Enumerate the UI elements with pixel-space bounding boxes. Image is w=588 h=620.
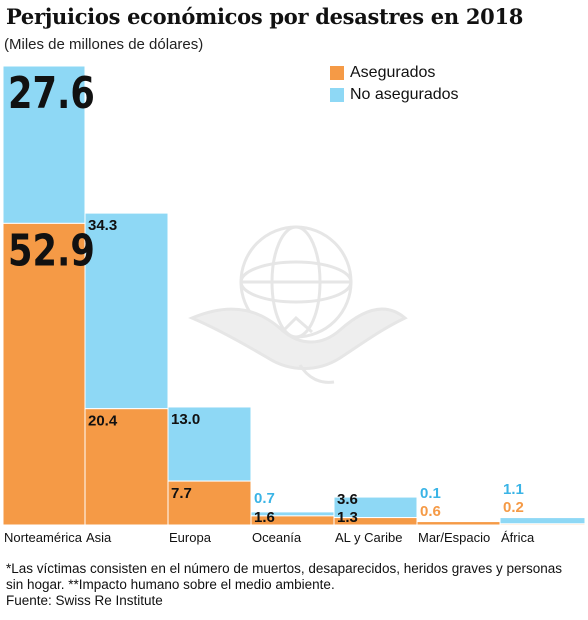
bar-insured [167, 480, 252, 526]
chart-title: Perjuicios económicos por desastres en 2… [6, 4, 524, 29]
value-label-insured: 20.4 [88, 413, 118, 430]
bar-uninsured [84, 212, 169, 410]
category-label: AL y Caribe [335, 530, 402, 545]
legend-item-insured: Asegurados [330, 62, 459, 84]
category-label: Asia [86, 530, 112, 545]
category-label: Europa [169, 530, 212, 545]
value-labels-layer: 27.652.934.320.4 13.07.7 0.71.63.61.30.10.… [8, 68, 524, 526]
legend-label-insured: Asegurados [350, 64, 436, 81]
bar-insured [416, 521, 501, 526]
value-label-insured: 7.7 [171, 485, 192, 502]
bar-chart: 27.652.934.320.4 13.07.7 0.71.63.61.30.10.… [2, 65, 586, 545]
legend-label-uninsured: No asegurados [350, 86, 459, 103]
legend-swatch-uninsured [330, 88, 344, 102]
bars-layer [2, 65, 586, 526]
category-label: Norteamérica [4, 530, 83, 545]
value-label-uninsured: 0.7 [254, 490, 275, 507]
source-note: Fuente: Swiss Re Institute [6, 593, 163, 608]
bar-insured [2, 222, 86, 526]
category-label: África [501, 530, 535, 545]
bar-insured [84, 408, 169, 526]
category-labels-layer: Norteamérica Asia Europa Oceanía AL y Caribe… [4, 530, 535, 545]
value-label-uninsured: 27.6 [8, 68, 95, 119]
legend-item-uninsured: No asegurados [330, 84, 459, 106]
value-label-uninsured: 13.0 [171, 411, 200, 428]
value-label-uninsured: 34.3 [88, 217, 117, 234]
eagle-globe-icon [188, 225, 408, 384]
bar-uninsured [2, 65, 86, 224]
category-label: Mar/Espacio [418, 530, 490, 545]
value-label-insured: 0.6 [420, 503, 441, 520]
legend: Asegurados No asegurados [330, 62, 459, 106]
bar-uninsured [499, 517, 586, 525]
value-label-uninsured: 3.6 [337, 491, 358, 508]
category-label: Oceanía [252, 530, 302, 545]
value-label-insured: 1.3 [337, 509, 358, 526]
bar-insured [499, 523, 586, 526]
legend-swatch-insured [330, 66, 344, 80]
value-label-insured: 1.6 [254, 509, 275, 526]
value-label-insured: 52.9 [8, 226, 95, 277]
value-label-uninsured: 1.1 [503, 481, 524, 498]
value-label-insured: 0.2 [503, 499, 524, 516]
chart-subtitle: (Miles de millones de dólares) [4, 36, 204, 53]
footnote: *Las víctimas consisten en el número de … [6, 561, 563, 592]
value-label-uninsured: 0.1 [420, 485, 441, 502]
